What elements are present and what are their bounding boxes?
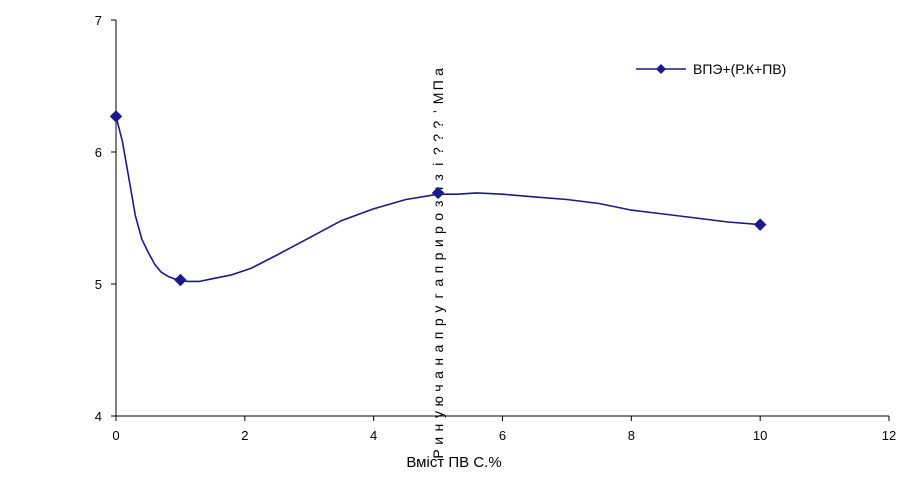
y-axis-title-char: н — [430, 358, 446, 366]
x-tick-label: 8 — [628, 428, 635, 443]
y-axis-title-char: р — [430, 318, 446, 326]
y-axis-title-char: ч — [430, 384, 446, 391]
y-axis-title-char: п — [430, 266, 446, 274]
legend-marker — [656, 64, 666, 74]
y-axis-title-char: Р — [430, 449, 446, 458]
y-axis-title-char: П — [430, 80, 446, 90]
y-tick-label: 4 — [95, 409, 102, 424]
y-axis-title-char: ? — [430, 121, 446, 129]
x-tick-label: 12 — [882, 428, 896, 443]
y-axis-title-char: М — [430, 93, 446, 105]
y-axis-title-char: ’ — [430, 110, 446, 113]
y-axis-title-char: о — [430, 213, 446, 221]
y-tick-label: 6 — [95, 145, 102, 160]
axes — [115, 20, 889, 417]
data-point-marker — [174, 273, 187, 287]
data-point-marker — [753, 218, 767, 231]
x-tick-label: 10 — [753, 428, 767, 443]
y-axis-title-char: р — [430, 226, 446, 234]
x-axis-title: Вміст ПВ С.% — [406, 454, 501, 471]
y-axis-title-char: п — [430, 332, 446, 340]
data-point-marker — [431, 186, 445, 200]
y-axis-title: Ринуючанапругаприрозязі???’МПа — [430, 68, 446, 459]
y-axis-title-char: а — [430, 68, 446, 76]
data-point-marker — [109, 110, 123, 123]
y-axis-title-char: н — [430, 424, 446, 432]
y-axis-title-char: і — [430, 163, 446, 166]
y-axis-title-char: ? — [430, 134, 446, 142]
y-axis-title-char: ? — [430, 147, 446, 155]
x-tick-label: 2 — [241, 428, 248, 443]
y-tick-label: 5 — [95, 277, 102, 292]
y-axis-title-char: р — [430, 252, 446, 260]
y-axis-title-char: а — [430, 345, 446, 353]
y-axis-title-char: у — [430, 411, 446, 418]
y-axis-title-char: и — [430, 239, 446, 247]
y-axis-title-char: а — [430, 371, 446, 379]
x-tick-label: 4 — [370, 428, 377, 443]
series-line — [115, 116, 761, 283]
y-tick-label: 7 — [95, 13, 102, 28]
y-axis-title-char: и — [430, 437, 446, 445]
y-axis-title-char: у — [430, 306, 446, 313]
legend: ВПЭ+(Р.К+ПВ) — [636, 61, 786, 77]
legend-series-label: ВПЭ+(Р.К+ПВ) — [693, 61, 786, 77]
y-axis-title-char: з — [430, 174, 446, 180]
y-axis-title-char: г — [430, 293, 446, 298]
plot-area — [109, 110, 767, 287]
ticks: 0 2 4 6 8 10 12 4 5 6 7 — [95, 13, 896, 443]
y-axis-title-char: з — [430, 201, 446, 207]
x-tick-label: 0 — [112, 428, 119, 443]
x-tick-label: 6 — [499, 428, 506, 443]
y-axis-title-char: а — [430, 279, 446, 287]
y-axis-title-char: ю — [430, 396, 446, 407]
